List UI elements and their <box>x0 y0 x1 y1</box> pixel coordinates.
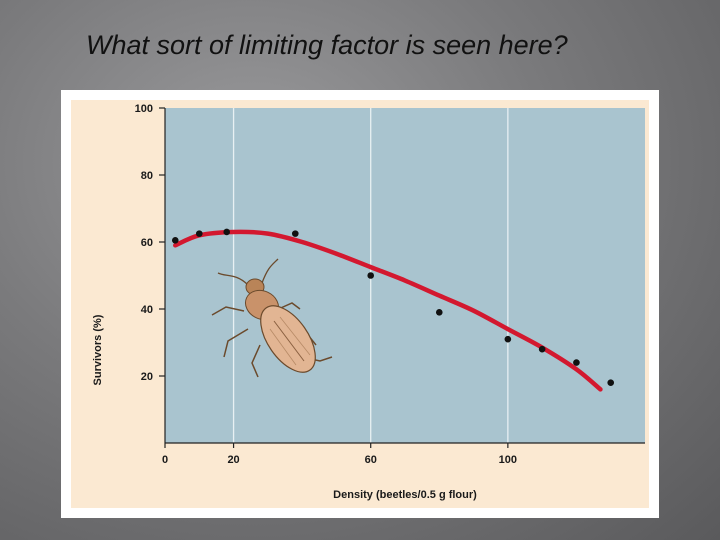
data-point <box>171 237 179 244</box>
y-tick-label: 40 <box>141 304 153 316</box>
slide-title: What sort of limiting factor is seen her… <box>86 30 568 60</box>
y-tick-label: 100 <box>135 103 153 115</box>
data-point <box>607 379 615 387</box>
axes: 20 40 60 80 100 0 20 60 100 <box>135 103 645 466</box>
data-point <box>367 272 375 279</box>
data-point <box>291 230 299 237</box>
data-point <box>538 345 546 353</box>
data-point <box>195 230 203 237</box>
x-axis-label: Density (beetles/0.5 g flour) <box>333 489 477 501</box>
x-tick-label: 20 <box>227 454 239 466</box>
x-tick-label: 100 <box>499 454 517 466</box>
data-points <box>171 228 615 387</box>
y-tick-label: 80 <box>141 170 153 182</box>
trend-line <box>173 229 603 392</box>
x-tick-label: 60 <box>365 454 377 466</box>
data-point <box>504 335 512 343</box>
y-tick-label: 60 <box>141 237 153 249</box>
y-tick-label: 20 <box>141 371 153 383</box>
figure-frame: 20 40 60 80 100 0 20 60 100 Survivors (%) Densi <box>61 90 659 518</box>
data-point <box>573 359 580 366</box>
plot-area <box>165 108 645 443</box>
beetle-illustration <box>211 258 333 378</box>
y-axis-label: Survivors (%) <box>92 314 104 385</box>
data-point <box>435 309 443 316</box>
x-tick-label: 0 <box>162 454 168 466</box>
data-point <box>223 228 231 236</box>
